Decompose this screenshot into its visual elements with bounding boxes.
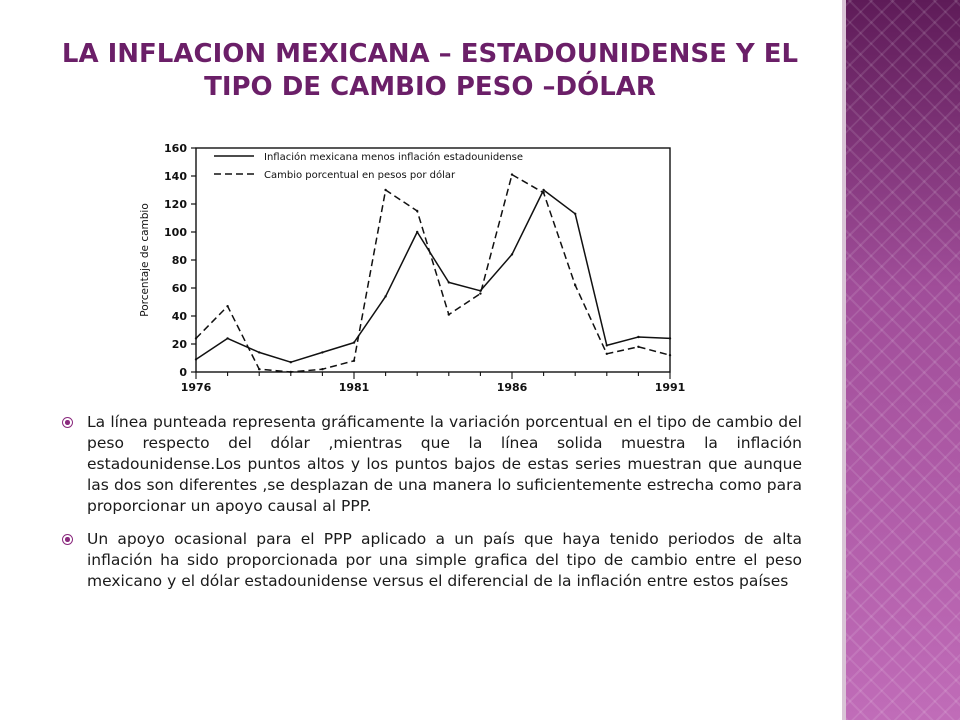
data-point-exchange-rate: [510, 173, 514, 176]
data-point-inflation-diff: [321, 351, 324, 354]
bullet-text: Un apoyo ocasional para el PPP aplicado …: [87, 530, 802, 590]
data-point-inflation-diff: [637, 335, 640, 339]
side-panel-edge: [842, 0, 846, 720]
x-tick-label: 1981: [339, 381, 370, 392]
data-point-inflation-diff: [542, 188, 545, 192]
data-point-exchange-rate: [226, 305, 229, 308]
y-tick-label: 0: [179, 366, 187, 379]
bullet-text: La línea punteada representa gráficament…: [87, 413, 802, 515]
data-point-exchange-rate: [194, 337, 198, 340]
legend-label: Cambio porcentual en pesos por dólar: [264, 169, 456, 181]
y-tick-label: 160: [164, 142, 187, 155]
y-tick-label: 100: [164, 226, 187, 239]
data-point-inflation-diff: [194, 358, 198, 361]
y-axis-label: Porcentaje de cambio: [139, 203, 151, 317]
y-tick-label: 20: [172, 338, 188, 351]
circle-bullet-icon: [62, 534, 73, 545]
slide-title: LA INFLACION MEXICANA – ESTADOUNIDENSE Y…: [60, 38, 800, 104]
x-tick-label: 1986: [497, 381, 528, 392]
data-point-exchange-rate: [321, 368, 324, 371]
data-point-inflation-diff: [510, 253, 514, 256]
y-tick-label: 140: [164, 170, 187, 183]
data-point-exchange-rate: [384, 188, 387, 192]
series-line-exchange-rate: [195, 173, 671, 373]
series-line-inflation-diff: [195, 189, 671, 363]
data-point-inflation-diff: [289, 361, 292, 364]
data-point-inflation-diff: [574, 212, 577, 215]
data-point-exchange-rate: [479, 292, 482, 295]
data-point-inflation-diff: [226, 337, 229, 340]
data-point-inflation-diff: [668, 337, 672, 340]
data-point-inflation-diff: [352, 341, 356, 344]
x-tick-label: 1991: [655, 381, 686, 392]
data-point-exchange-rate: [637, 345, 640, 348]
y-tick-label: 40: [172, 310, 188, 323]
data-point-exchange-rate: [289, 370, 292, 374]
bullet-item: Un apoyo ocasional para el PPP aplicado …: [62, 529, 802, 592]
data-point-exchange-rate: [416, 209, 419, 213]
data-point-inflation-diff: [384, 295, 387, 298]
y-tick-label: 120: [164, 198, 187, 211]
data-point-exchange-rate: [574, 284, 577, 287]
data-point-inflation-diff: [447, 281, 450, 284]
legend-label: Inflación mexicana menos inflación estad…: [264, 151, 523, 163]
inflation-exchange-chart: 0 20 40 60 80 100 120 140 160 1976 1981 1986 1991 Por…: [118, 130, 698, 392]
y-tick-label: 80: [172, 254, 188, 267]
data-point-exchange-rate: [668, 354, 672, 357]
bullet-item: La línea punteada representa gráficament…: [62, 412, 802, 517]
slide-title-line-2: TIPO DE CAMBIO PESO –DÓLAR: [204, 72, 656, 102]
data-point-inflation-diff: [605, 344, 608, 347]
data-point-inflation-diff: [416, 230, 419, 234]
y-tick-label: 60: [172, 282, 188, 295]
slide-title-line-1: LA INFLACION MEXICANA – ESTADOUNIDENSE Y…: [61, 39, 799, 69]
decorative-side-panel: [846, 0, 960, 720]
data-point-exchange-rate: [605, 352, 608, 355]
chart-svg: 0 20 40 60 80 100 120 140 160 1976 1981 1986 1991 Por…: [139, 142, 686, 392]
data-point-exchange-rate: [542, 191, 545, 194]
data-point-exchange-rate: [352, 359, 356, 362]
x-tick-label: 1976: [181, 381, 212, 392]
bullet-list: La línea punteada representa gráficament…: [62, 412, 802, 604]
circle-bullet-icon: [62, 417, 73, 428]
data-point-exchange-rate: [258, 368, 261, 371]
data-point-exchange-rate: [447, 313, 450, 316]
data-point-inflation-diff: [258, 351, 261, 354]
